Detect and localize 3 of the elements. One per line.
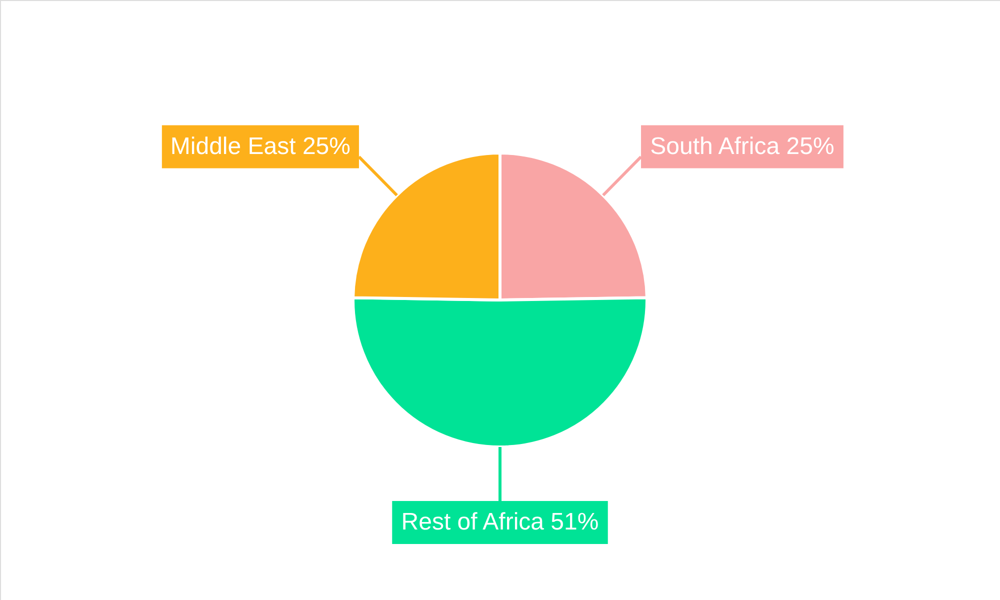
- slice-label: South Africa 25%: [650, 132, 834, 160]
- slice-label: Rest of Africa 51%: [401, 508, 599, 536]
- slice-label: Middle East 25%: [170, 132, 350, 160]
